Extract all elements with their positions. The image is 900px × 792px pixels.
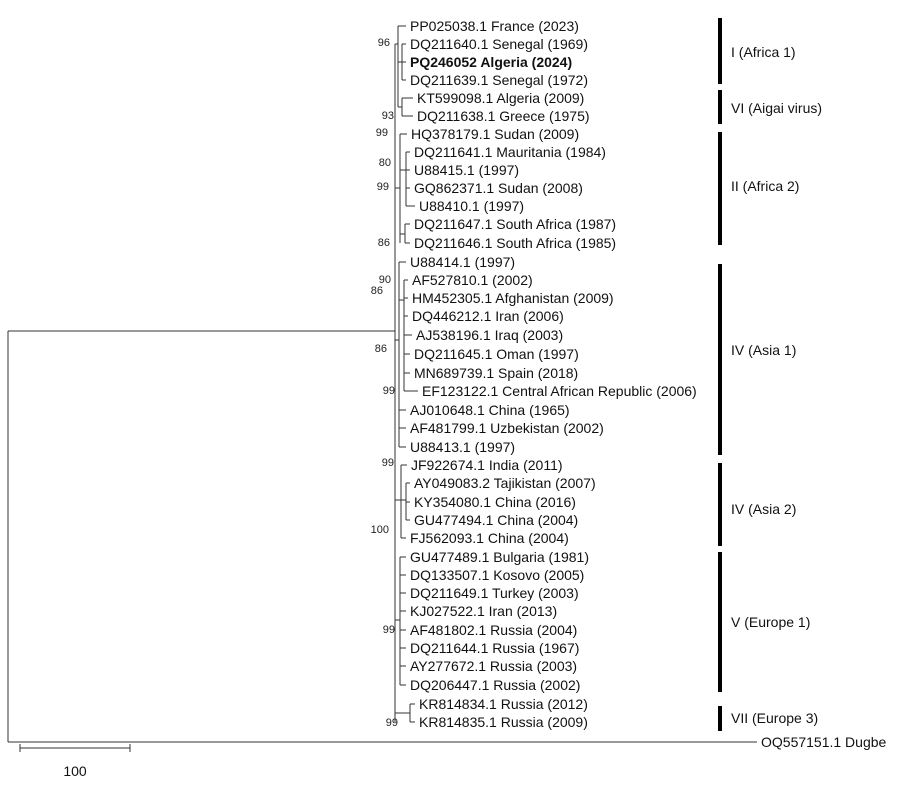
taxon-label: AJ538196.1 Iraq (2003) xyxy=(416,327,563,343)
taxon-label: KJ027522.1 Iran (2013) xyxy=(410,603,557,619)
clade-label: IV (Asia 1) xyxy=(731,342,796,358)
taxon-label: AF481799.1 Uzbekistan (2002) xyxy=(410,420,604,436)
taxon-label: AY049083.2 Tajikistan (2007) xyxy=(414,475,596,491)
taxon-label: KY354080.1 China (2016) xyxy=(414,494,576,510)
taxon-label: U88413.1 (1997) xyxy=(410,439,515,455)
taxon-label: GU477489.1 Bulgaria (1981) xyxy=(410,549,589,565)
taxon-label: DQ211644.1 Russia (1967) xyxy=(410,640,579,656)
bootstrap-value: 99 xyxy=(386,717,398,729)
taxon-label: FJ562093.1 China (2004) xyxy=(410,530,569,546)
scale-bar-label: 100 xyxy=(63,763,87,779)
bootstrap-value: 86 xyxy=(378,237,390,249)
bootstrap-value: 99 xyxy=(383,624,395,636)
taxon-label: DQ211638.1 Greece (1975) xyxy=(417,108,590,124)
bootstrap-value: 99 xyxy=(383,385,395,397)
bootstrap-value: 96 xyxy=(378,37,390,49)
taxon-label: DQ211639.1 Senegal (1972) xyxy=(410,72,588,88)
taxon-label: AJ010648.1 China (1965) xyxy=(410,402,570,418)
clade-label: I (Africa 1) xyxy=(731,44,796,60)
bootstrap-value: 86 xyxy=(375,343,387,355)
taxon-label: GU477494.1 China (2004) xyxy=(414,512,578,528)
bootstrap-value: 93 xyxy=(382,110,394,122)
bootstrap-value: 90 xyxy=(379,274,391,286)
taxon-label: KT599098.1 Algeria (2009) xyxy=(417,90,584,106)
bootstrap-value: 100 xyxy=(371,524,389,536)
bootstrap-value: 80 xyxy=(379,157,391,169)
taxon-labels: PP025038.1 France (2023) DQ211640.1 Seneg… xyxy=(410,18,887,750)
taxon-label: JF922674.1 India (2011) xyxy=(411,457,563,473)
taxon-label: DQ206447.1 Russia (2002) xyxy=(410,677,580,693)
taxon-label: EF123122.1 Central African Republic (200… xyxy=(422,383,697,399)
taxon-label: GQ862371.1 Sudan (2008) xyxy=(414,180,583,196)
taxon-label: DQ211647.1 South Africa (1987) xyxy=(414,216,616,232)
bootstrap-value: 99 xyxy=(376,127,388,139)
taxon-label: AF527810.1 (2002) xyxy=(412,272,533,288)
taxon-label: AF481802.1 Russia (2004) xyxy=(410,622,577,638)
clade-label: IV (Asia 2) xyxy=(731,501,796,517)
scale-bar: 100 xyxy=(19,744,131,779)
taxon-label: DQ211640.1 Senegal (1969) xyxy=(410,36,588,52)
taxon-label: HM452305.1 Afghanistan (2009) xyxy=(412,290,614,306)
clade-label: VI (Aigai virus) xyxy=(731,100,822,116)
clade-label: II (Africa 2) xyxy=(731,178,799,194)
taxon-label: OQ557151.1 Dugbe xyxy=(761,734,887,750)
taxon-label: KR814834.1 Russia (2012) xyxy=(419,696,588,712)
taxon-label: U88410.1 (1997) xyxy=(419,198,524,214)
taxon-label: U88414.1 (1997) xyxy=(410,254,515,270)
taxon-label: DQ446212.1 Iran (2006) xyxy=(412,308,564,324)
clade-label: VII (Europe 3) xyxy=(731,710,818,726)
bootstrap-value: 99 xyxy=(382,457,394,469)
bootstrap-value: 86 xyxy=(371,285,383,297)
bootstrap-value: 99 xyxy=(377,181,389,193)
taxon-label: HQ378179.1 Sudan (2009) xyxy=(411,126,579,142)
taxon-label: DQ211649.1 Turkey (2003) xyxy=(410,585,579,601)
taxon-label: PP025038.1 France (2023) xyxy=(410,18,579,34)
taxon-label: DQ211645.1 Oman (1997) xyxy=(414,346,579,362)
taxon-label: DQ211646.1 South Africa (1985) xyxy=(414,235,616,251)
taxon-label: AY277672.1 Russia (2003) xyxy=(410,658,577,674)
clade-annotations: I (Africa 1) VI (Aigai virus) II (Africa 2… xyxy=(718,18,822,731)
tree-branches xyxy=(7,25,757,743)
taxon-label: DQ211641.1 Mauritania (1984) xyxy=(414,144,606,160)
clade-label: V (Europe 1) xyxy=(731,614,810,630)
taxon-label: PQ246052 Algeria (2024) xyxy=(410,54,572,70)
taxon-label: DQ133507.1 Kosovo (2005) xyxy=(410,567,584,583)
taxon-label: MN689739.1 Spain (2018) xyxy=(414,365,578,381)
taxon-label: U88415.1 (1997) xyxy=(414,162,519,178)
taxon-label: KR814835.1 Russia (2009) xyxy=(419,714,588,730)
